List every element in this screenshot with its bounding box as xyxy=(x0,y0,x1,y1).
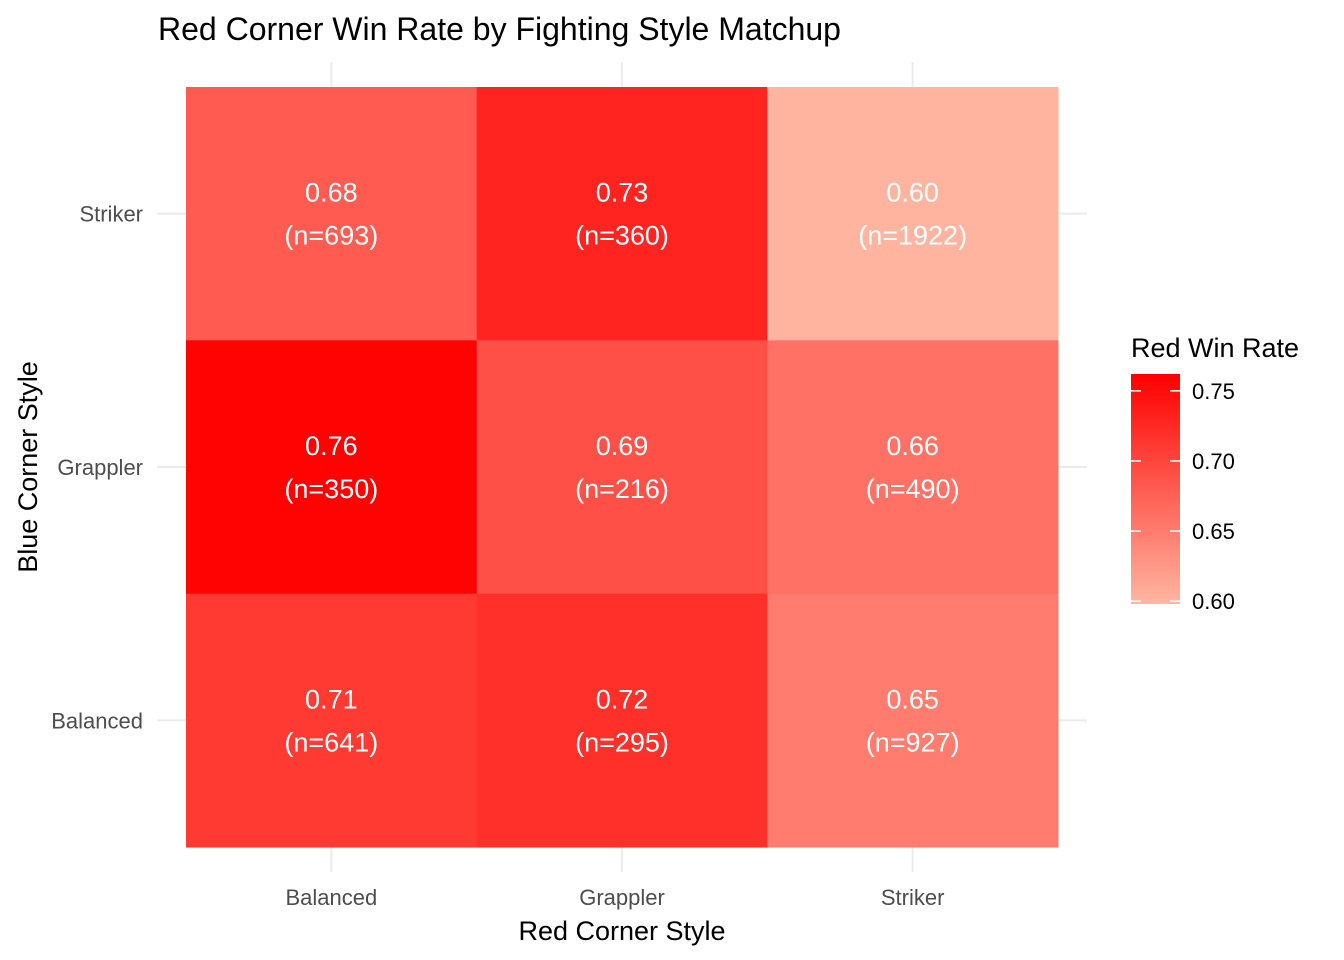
cell-striker-vs-grappler xyxy=(767,340,1059,595)
x-tick-label-grappler: Grappler xyxy=(579,885,665,910)
cell-count-label-balanced-vs-striker: (n=693) xyxy=(284,221,378,251)
color-legend: Red Win Rate 0.60 0.65 0.70 0.75 xyxy=(1131,333,1299,614)
cell-striker-vs-balanced xyxy=(767,593,1059,848)
heatmap-cells xyxy=(186,87,1059,848)
chart-title: Red Corner Win Rate by Fighting Style Ma… xyxy=(158,11,841,47)
cell-value-label-striker-vs-grappler: 0.66 xyxy=(886,431,939,461)
cell-grappler-vs-striker xyxy=(476,87,768,341)
legend-ticks: 0.60 0.65 0.70 0.75 xyxy=(1131,379,1235,614)
cell-balanced-vs-balanced xyxy=(186,593,478,848)
cell-balanced-vs-grappler xyxy=(186,340,478,595)
cell-value-label-striker-vs-striker: 0.60 xyxy=(886,178,939,208)
cell-grappler-vs-balanced xyxy=(476,593,768,848)
cell-count-label-grappler-vs-grappler: (n=216) xyxy=(575,474,669,504)
y-tick-label-balanced: Balanced xyxy=(51,708,143,733)
y-axis-ticks: Balanced Grappler Striker xyxy=(51,202,143,734)
cell-value-label-balanced-vs-balanced: 0.71 xyxy=(305,684,358,714)
cell-count-label-striker-vs-striker: (n=1922) xyxy=(858,221,967,251)
cell-value-label-balanced-vs-striker: 0.68 xyxy=(305,178,358,208)
cell-balanced-vs-striker xyxy=(186,87,478,341)
cell-count-label-grappler-vs-striker: (n=360) xyxy=(575,221,669,251)
cell-labels: 0.68 (n=693) 0.73 (n=360) 0.60 (n=1922) 0.76 (n… xyxy=(284,178,967,758)
cell-count-label-balanced-vs-balanced: (n=641) xyxy=(284,727,378,757)
x-tick-label-striker: Striker xyxy=(881,885,945,910)
y-tick-label-grappler: Grappler xyxy=(57,455,143,480)
legend-tick-label: 0.70 xyxy=(1192,449,1235,474)
x-tick-label-balanced: Balanced xyxy=(285,885,377,910)
cell-count-label-striker-vs-balanced: (n=927) xyxy=(866,727,960,757)
legend-tick-label: 0.75 xyxy=(1192,379,1235,404)
cell-value-label-grappler-vs-grappler: 0.69 xyxy=(596,431,649,461)
cell-count-label-grappler-vs-balanced: (n=295) xyxy=(575,727,669,757)
legend-color-bar xyxy=(1131,374,1180,604)
cell-striker-vs-striker xyxy=(767,87,1059,341)
cell-value-label-grappler-vs-balanced: 0.72 xyxy=(596,684,649,714)
x-axis-title: Red Corner Style xyxy=(518,916,725,946)
cell-count-label-striker-vs-grappler: (n=490) xyxy=(866,474,960,504)
x-axis-ticks: Balanced Grappler Striker xyxy=(285,885,944,910)
cell-value-label-balanced-vs-grappler: 0.76 xyxy=(305,431,358,461)
y-tick-label-striker: Striker xyxy=(79,202,143,227)
cell-grappler-vs-grappler xyxy=(476,340,768,595)
y-axis-title: Blue Corner Style xyxy=(13,361,43,573)
cell-value-label-striker-vs-balanced: 0.65 xyxy=(886,684,939,714)
legend-title: Red Win Rate xyxy=(1131,333,1299,363)
cell-count-label-balanced-vs-grappler: (n=350) xyxy=(284,474,378,504)
legend-tick-label: 0.60 xyxy=(1192,589,1235,614)
cell-value-label-grappler-vs-striker: 0.73 xyxy=(596,178,649,208)
legend-tick-label: 0.65 xyxy=(1192,519,1235,544)
